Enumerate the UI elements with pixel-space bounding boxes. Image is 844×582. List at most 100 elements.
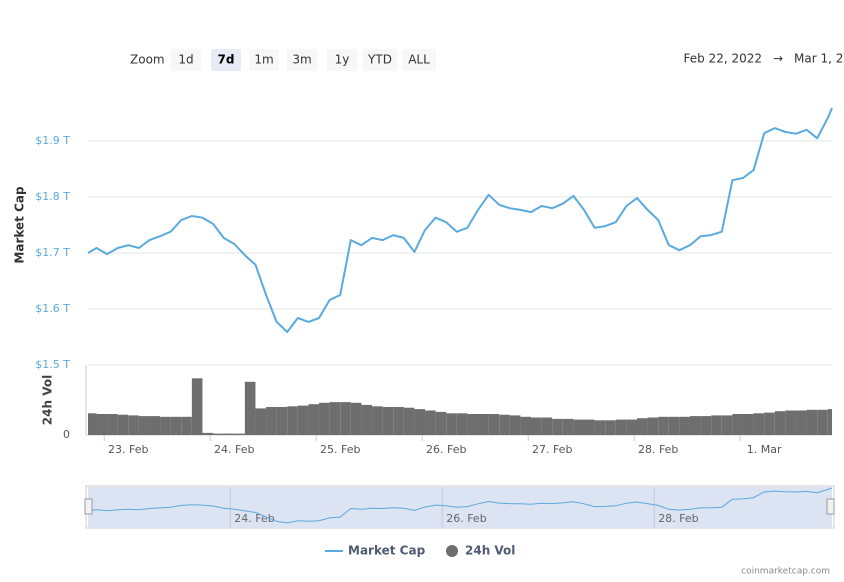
volume-bar [202,432,214,435]
range-arrow: → [773,52,783,66]
volume-bar [213,433,224,435]
volume-bar [764,412,775,435]
volume-bar [732,414,743,435]
range-button[interactable] [363,49,397,71]
range-button[interactable] [249,49,279,71]
volume-bar [721,415,733,435]
volume-bar [96,414,108,435]
range-button-label[interactable]: 7d [218,53,235,67]
range-button-label[interactable]: 3m [292,53,311,67]
y2-axis-title: 24h Vol [41,375,55,425]
volume-bar [753,413,765,435]
volume-bar [107,414,118,435]
range-button[interactable] [211,49,241,71]
range-button-label[interactable]: 1d [178,53,193,67]
volume-bar [287,406,298,435]
volume-bar [605,420,616,435]
y-tick-label: $1.6 T [35,302,70,315]
range-button-label[interactable]: ALL [408,53,430,67]
y-tick-label: $1.5 T [35,358,70,371]
volume-bar [403,407,415,435]
volume-bar [223,433,235,435]
volume-bar [478,414,489,435]
volume-bar [446,413,457,435]
range-button[interactable] [327,49,357,71]
navigator-tick-label: 24. Feb [234,512,274,525]
volume-bar [244,381,256,435]
volume-bar [594,420,606,435]
range-button[interactable] [402,49,436,71]
volume-bar [191,378,203,435]
navigator-tick-label: 28. Feb [658,512,698,525]
volume-bar [615,419,627,435]
volume-bar [647,417,659,435]
range-button-label[interactable]: 1y [335,53,350,67]
volume-bar [806,409,818,435]
volume-bar [668,416,680,435]
navigator-handle[interactable] [826,498,835,515]
range-button-label[interactable]: YTD [367,53,392,67]
volume-bar [520,416,532,435]
volume-bar [340,402,351,435]
volume-bar [414,409,426,435]
x-tick-label: 26. Feb [426,443,466,456]
x-tick-label: 25. Feb [320,443,360,456]
volume-bar [584,419,595,435]
volume-bar [499,414,510,435]
volume-bar [308,404,320,435]
range-button-label[interactable]: 1m [254,53,273,67]
legend-label[interactable]: 24h Vol [465,544,515,558]
x-tick-label: 24. Feb [214,443,254,456]
volume-bar [679,416,690,435]
volume-bar [297,405,309,435]
x-tick-label: 28. Feb [638,443,678,456]
volume-bar [117,414,129,435]
volume-bar [361,404,373,435]
volume-bar [488,414,500,435]
volume-bar [827,409,832,435]
volume-bar [509,415,521,435]
legend-symbol [446,545,458,557]
volume-bar [785,410,796,435]
volume-bar [266,407,277,435]
volume-bar [425,410,436,435]
volume-bar [689,416,701,435]
volume-bar [742,414,754,435]
volume-bar [160,416,171,435]
volume-bar [382,407,394,435]
x-tick-label: 27. Feb [532,443,572,456]
volume-bar [255,408,267,435]
x-tick-label: 1. Mar [747,443,782,456]
volume-bar [393,407,404,435]
x-tick-label: 23. Feb [108,443,148,456]
volume-bar [562,418,574,435]
volume-bar [329,402,341,435]
volume-bar [138,416,150,435]
credits: coinmarketcap.com [741,567,830,577]
volume-bar [573,419,584,435]
volume-bar [170,416,182,435]
range-button[interactable] [171,49,201,71]
volume-bar [88,413,97,435]
volume-bar [541,417,553,435]
volume-bar [636,418,648,435]
range-button[interactable] [287,49,317,71]
volume-bar [552,418,563,435]
navigator-line [87,487,833,524]
navigator-tick-label: 26. Feb [446,512,486,525]
volume-bar [467,414,479,435]
legend-label[interactable]: Market Cap [348,544,426,558]
volume-bar [372,406,383,435]
navigator-handle[interactable] [84,498,93,515]
volume-bar [276,407,288,435]
market-cap-line [87,107,833,333]
range-to: Mar 1, 2022 [794,52,844,66]
y-axis-title: Market Cap [13,186,27,264]
y-tick-label: $1.9 T [35,134,70,147]
volume-bar [700,416,712,435]
y2-tick-label: 0 [63,428,70,441]
volume-bar [531,417,542,435]
volume-bar [711,415,722,435]
